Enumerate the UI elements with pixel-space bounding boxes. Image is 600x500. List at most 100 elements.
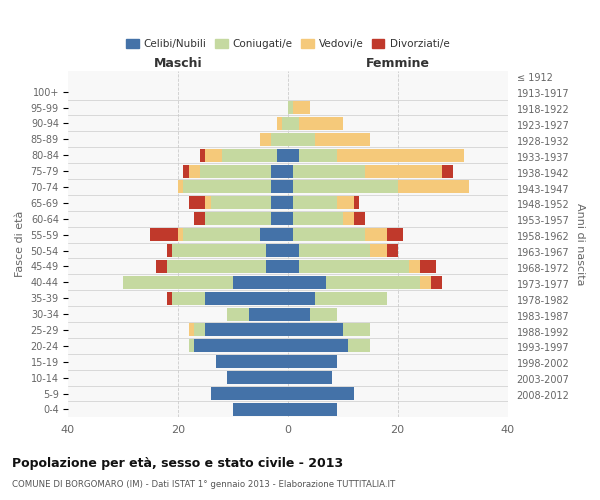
Bar	[288, 260, 299, 273]
Bar	[337, 148, 464, 162]
Bar	[178, 180, 184, 194]
Bar	[172, 244, 266, 257]
Bar	[222, 148, 277, 162]
Text: Femmine: Femmine	[365, 57, 430, 70]
Bar	[299, 244, 370, 257]
Bar	[288, 228, 293, 241]
Bar	[205, 324, 288, 336]
Bar	[293, 212, 343, 226]
Bar	[194, 324, 205, 336]
Bar	[419, 276, 431, 289]
Bar	[386, 228, 403, 241]
Bar	[233, 403, 288, 416]
Bar	[123, 276, 233, 289]
Bar	[310, 308, 337, 320]
Bar	[189, 164, 200, 177]
Bar	[260, 228, 288, 241]
Bar	[288, 117, 299, 130]
Bar	[365, 228, 386, 241]
Bar	[271, 164, 288, 177]
Bar	[205, 196, 211, 209]
Bar	[337, 196, 353, 209]
Y-axis label: Anni di nascita: Anni di nascita	[575, 203, 585, 285]
Bar	[151, 228, 178, 241]
Bar	[293, 196, 337, 209]
Bar	[288, 180, 293, 194]
Bar	[227, 371, 288, 384]
Text: Maschi: Maschi	[154, 57, 202, 70]
Bar	[205, 212, 271, 226]
Bar	[419, 260, 436, 273]
Bar	[184, 228, 260, 241]
Bar	[315, 292, 386, 304]
Bar	[288, 387, 353, 400]
Bar	[288, 403, 337, 416]
Bar	[293, 164, 365, 177]
Bar	[288, 276, 326, 289]
Bar	[288, 371, 332, 384]
Bar	[277, 148, 288, 162]
Bar	[288, 244, 299, 257]
Bar	[288, 355, 337, 368]
Bar	[431, 276, 442, 289]
Bar	[189, 324, 194, 336]
Bar	[409, 260, 419, 273]
Bar	[282, 117, 288, 130]
Y-axis label: Fasce di età: Fasce di età	[15, 211, 25, 278]
Bar	[205, 292, 288, 304]
Bar	[189, 196, 205, 209]
Text: COMUNE DI BORGOMARO (IM) - Dati ISTAT 1° gennaio 2013 - Elaborazione TUTTITALIA.: COMUNE DI BORGOMARO (IM) - Dati ISTAT 1°…	[12, 480, 395, 489]
Bar	[167, 260, 266, 273]
Legend: Celibi/Nubili, Coniugati/e, Vedovi/e, Divorziati/e: Celibi/Nubili, Coniugati/e, Vedovi/e, Di…	[122, 34, 454, 53]
Bar	[398, 180, 469, 194]
Bar	[315, 133, 370, 146]
Bar	[365, 164, 442, 177]
Bar	[260, 133, 271, 146]
Bar	[288, 101, 293, 114]
Bar	[233, 276, 288, 289]
Bar	[293, 228, 365, 241]
Bar	[156, 260, 167, 273]
Bar	[178, 228, 184, 241]
Bar	[271, 133, 288, 146]
Bar	[189, 340, 194, 352]
Bar	[442, 164, 452, 177]
Bar	[288, 212, 293, 226]
Bar	[288, 133, 315, 146]
Bar	[249, 308, 288, 320]
Bar	[266, 244, 288, 257]
Bar	[299, 260, 409, 273]
Bar	[293, 180, 398, 194]
Bar	[167, 244, 172, 257]
Bar	[211, 196, 271, 209]
Bar	[227, 308, 249, 320]
Bar	[167, 292, 172, 304]
Bar	[299, 117, 343, 130]
Bar	[271, 212, 288, 226]
Bar	[288, 308, 310, 320]
Bar	[288, 340, 348, 352]
Bar	[299, 148, 337, 162]
Bar	[194, 212, 205, 226]
Bar	[184, 180, 271, 194]
Bar	[200, 148, 205, 162]
Bar	[271, 196, 288, 209]
Bar	[343, 324, 370, 336]
Bar	[370, 244, 386, 257]
Bar	[353, 212, 365, 226]
Bar	[200, 164, 271, 177]
Bar	[288, 292, 315, 304]
Bar	[353, 196, 359, 209]
Bar	[194, 340, 288, 352]
Bar	[288, 324, 343, 336]
Bar	[293, 101, 310, 114]
Bar	[343, 212, 353, 226]
Text: Popolazione per età, sesso e stato civile - 2013: Popolazione per età, sesso e stato civil…	[12, 458, 343, 470]
Bar	[172, 292, 205, 304]
Bar	[288, 196, 293, 209]
Bar	[205, 148, 222, 162]
Bar	[277, 117, 282, 130]
Bar	[348, 340, 370, 352]
Bar	[217, 355, 288, 368]
Bar	[266, 260, 288, 273]
